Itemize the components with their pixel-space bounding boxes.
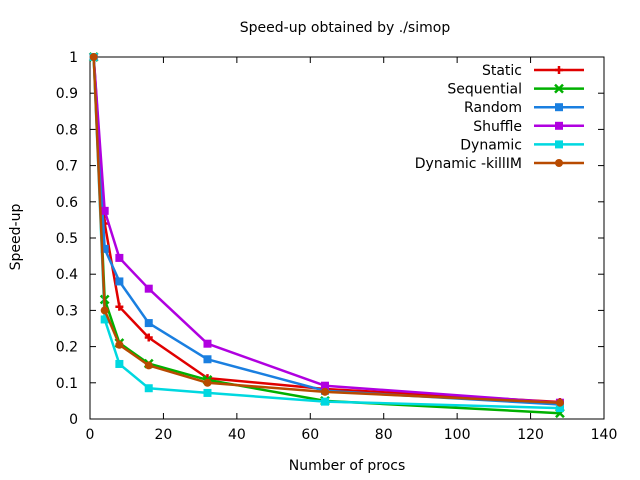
- legend-label: Dynamic: [460, 137, 522, 153]
- legend-marker: [555, 103, 563, 112]
- data-point: [320, 381, 329, 390]
- x-tick-label: 80: [375, 427, 393, 443]
- y-tick-label: 1: [69, 50, 78, 66]
- x-tick-label: 140: [591, 427, 618, 443]
- legend-marker: [555, 140, 563, 149]
- data-point: [203, 355, 212, 364]
- legend-label: Dynamic -killIM: [415, 156, 522, 172]
- legend-marker: [555, 66, 563, 74]
- axis-ticks: 0 20 40 60 80 100 120 140 0 0.1 0.2 0.3 0.4 0.5 0.6 0.7…: [56, 50, 618, 443]
- data-series: [88, 52, 565, 419]
- series-dynamic-killim: [89, 53, 564, 407]
- data-point: [144, 384, 153, 393]
- y-tick-label: 0.8: [56, 122, 78, 138]
- data-point: [115, 359, 124, 368]
- data-point: [115, 340, 124, 349]
- data-point: [203, 378, 212, 387]
- data-point: [100, 306, 109, 315]
- plot-frame: [89, 56, 605, 420]
- legend-entry: Static: [482, 63, 584, 79]
- x-tick-label: 20: [155, 427, 173, 443]
- legend-entry: Dynamic -killIM: [415, 156, 584, 172]
- chart-title: Speed-up obtained by ./simop: [240, 20, 451, 36]
- y-tick-label: 0: [69, 412, 78, 428]
- legend-label: Static: [482, 63, 522, 79]
- data-point: [555, 404, 564, 413]
- legend-marker: [555, 121, 563, 130]
- y-tick-label: 0.7: [56, 159, 78, 175]
- legend: Static Sequential Random Shuffle Dynamic Dyna…: [415, 63, 584, 172]
- data-point: [144, 361, 153, 370]
- legend-marker: [555, 159, 563, 167]
- data-point: [203, 339, 212, 348]
- x-tick-label: 60: [301, 427, 319, 443]
- data-point: [320, 397, 329, 406]
- x-tick-label: 40: [228, 427, 246, 443]
- legend-marker: [554, 83, 564, 94]
- data-point: [203, 388, 212, 397]
- legend-label: Random: [464, 100, 522, 116]
- x-tick-label: 0: [86, 427, 95, 443]
- y-tick-label: 0.4: [56, 267, 78, 283]
- legend-entry: Random: [464, 100, 584, 116]
- data-point: [144, 319, 153, 328]
- series-dynamic: [89, 53, 564, 413]
- data-point: [89, 53, 98, 61]
- legend-label: Sequential: [447, 82, 522, 98]
- legend-entry: Sequential: [447, 82, 584, 98]
- x-tick-label: 100: [444, 427, 471, 443]
- data-point: [100, 315, 109, 324]
- y-tick-label: 0.6: [56, 195, 78, 211]
- y-tick-label: 0.9: [56, 86, 78, 102]
- data-point: [115, 277, 124, 286]
- y-tick-label: 0.3: [56, 303, 78, 319]
- y-axis-label: Speed-up: [8, 204, 24, 271]
- x-axis-label: Number of procs: [289, 458, 406, 474]
- data-point: [100, 244, 109, 253]
- data-point: [555, 398, 564, 407]
- legend-label: Shuffle: [473, 119, 522, 135]
- x-tick-label: 120: [517, 427, 544, 443]
- y-tick-label: 0.5: [56, 231, 78, 247]
- data-point: [115, 302, 124, 311]
- data-point: [100, 206, 109, 215]
- data-point: [144, 284, 153, 293]
- y-tick-label: 0.2: [56, 340, 78, 356]
- y-tick-label: 0.1: [56, 376, 78, 392]
- data-point: [115, 253, 124, 262]
- legend-entry: Shuffle: [473, 119, 584, 135]
- legend-entry: Dynamic: [460, 137, 584, 153]
- data-point: [144, 333, 153, 342]
- data-point: [320, 387, 329, 396]
